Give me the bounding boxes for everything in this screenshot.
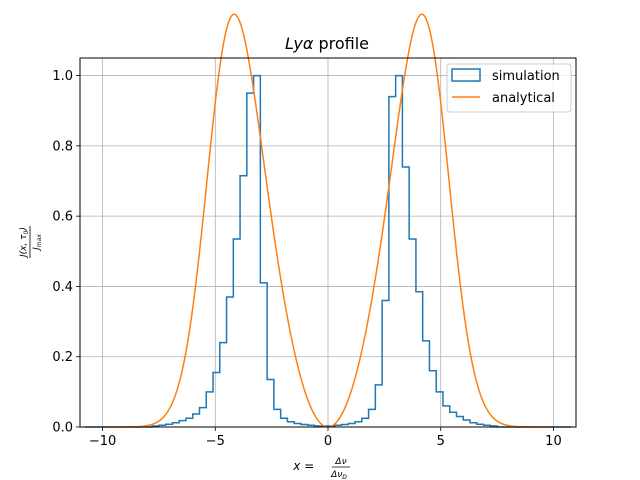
- plot-area: −10 −5 0 5 10 0.0 0.2 0.4 0.6 0.8 1.0: [52, 13, 577, 449]
- y-tick-label: 1.0: [52, 69, 73, 84]
- x-axis-label: x = Δν ΔνD: [292, 457, 350, 480]
- legend-label-analytical: analytical: [492, 91, 555, 106]
- ticks: −10 −5 0 5 10 0.0 0.2 0.4 0.6 0.8 1.0: [52, 69, 561, 449]
- legend: simulation analytical: [446, 63, 572, 113]
- x-tick-label: 10: [545, 434, 562, 449]
- x-tick-label: 0: [324, 434, 332, 449]
- legend-swatch-simulation: [451, 68, 481, 82]
- y-tick-label: 0.4: [52, 280, 73, 295]
- y-axis-label: J(x, τ0) Jmax: [19, 226, 43, 259]
- y-axis-label-den-main: J: [32, 247, 42, 252]
- x-axis-label-num: Δν: [334, 457, 346, 467]
- x-axis-label-den-main: Δν: [330, 470, 342, 480]
- y-tick-label: 0.0: [52, 421, 73, 436]
- x-axis-label-den: ΔνD: [330, 470, 347, 480]
- x-tick-label: −10: [89, 434, 116, 449]
- y-axis-label-den-sub: max: [36, 234, 43, 248]
- y-axis-label-num-end: ): [19, 227, 29, 232]
- x-axis-label-den-sub: D: [342, 474, 347, 480]
- y-axis-label-num-sub: 0: [23, 230, 30, 234]
- chart-title: Lyα profile: [285, 34, 369, 53]
- y-axis-label-den: Jmax: [32, 234, 43, 252]
- y-axis-label-num: J(x, τ0): [19, 227, 30, 259]
- x-tick-label: 5: [437, 434, 445, 449]
- simulation-histogram: [84, 74, 572, 428]
- y-tick-label: 0.2: [52, 350, 73, 365]
- legend-box: [446, 63, 572, 113]
- chart-title-rest: profile: [313, 34, 369, 53]
- y-tick-label: 0.8: [52, 139, 73, 154]
- y-tick-label: 0.6: [52, 210, 73, 225]
- legend-label-simulation: simulation: [492, 69, 560, 84]
- x-tick-label: −5: [206, 434, 225, 449]
- y-axis-label-num-main: J(x, τ: [19, 234, 29, 259]
- chart-title-italic: Lyα: [285, 34, 314, 53]
- x-axis-label-lhs: x =: [292, 459, 318, 473]
